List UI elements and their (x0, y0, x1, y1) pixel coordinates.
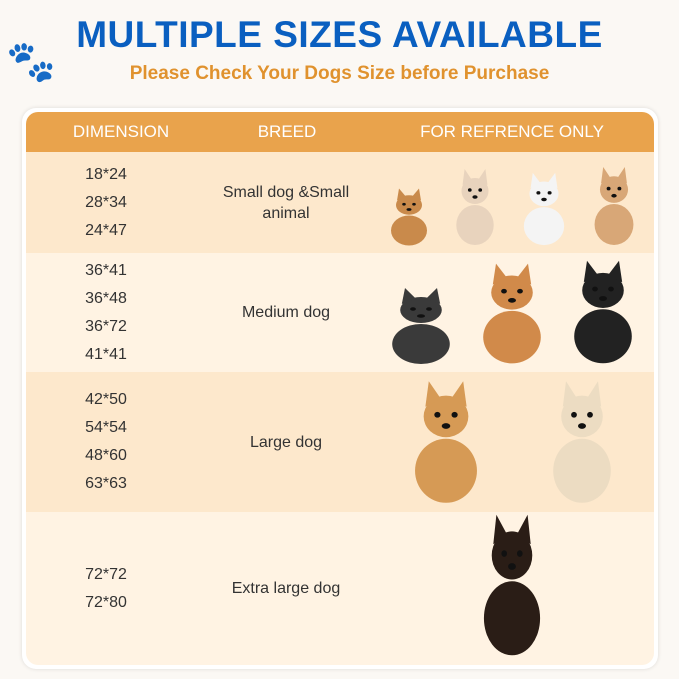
table-header: DIMENSION BREED FOR REFRENCE ONLY (26, 112, 654, 152)
doberman-image (483, 514, 541, 656)
dimension-list: 42*50 54*54 48*60 63*63 (26, 372, 186, 512)
breed-label: Small dog &Small animal (222, 183, 350, 222)
corgi-image (594, 167, 633, 245)
breed-label: Extra large dog (231, 580, 341, 597)
dimension-value: 24*47 (85, 221, 127, 239)
dimension-value: 54*54 (85, 419, 127, 436)
dimension-value: 18*24 (85, 165, 127, 183)
border-collie-image (573, 260, 632, 364)
table-row: 36*41 36*48 36*72 41*41 Medium dog (26, 253, 654, 372)
header-reference: FOR REFRENCE ONLY (420, 122, 604, 141)
header-breed: BREED (257, 122, 317, 141)
dimension-value: 36*48 (85, 289, 127, 307)
labrador-image (552, 381, 611, 503)
french-bulldog-image (392, 288, 451, 364)
reference-images (376, 512, 648, 665)
shiba-inu-image (483, 263, 541, 364)
dimension-value: 72*72 (85, 565, 127, 583)
golden-retriever-image (414, 381, 477, 503)
reference-images (376, 152, 648, 253)
dimension-list: 18*24 28*34 24*47 (26, 152, 186, 253)
page-title: MULTIPLE SIZES AVAILABLE (76, 14, 603, 55)
table-row: 72*72 72*80 Extra large dog (26, 512, 654, 665)
breed-label: Large dog (249, 433, 323, 451)
dimension-value: 36*72 (85, 317, 127, 335)
reference-images (376, 372, 648, 512)
paw-print-icon: 🐾 (6, 40, 56, 84)
dimension-value: 72*80 (85, 593, 127, 611)
dimension-value: 28*34 (85, 193, 127, 211)
breed-label: Medium dog (241, 304, 331, 321)
reference-images (376, 253, 648, 372)
dimension-value: 63*63 (85, 475, 127, 492)
chihuahua-image (455, 169, 494, 245)
dimension-list: 36*41 36*48 36*72 41*41 (26, 253, 186, 372)
dimension-value: 36*41 (85, 261, 127, 279)
table-row: 42*50 54*54 48*60 63*63 Large dog (26, 372, 654, 512)
dimension-value: 48*60 (85, 447, 127, 464)
size-table: DIMENSION BREED FOR REFRENCE ONLY 18*24 2… (22, 108, 658, 669)
header-dimension: DIMENSION (72, 122, 170, 141)
table-row: 18*24 28*34 24*47 Small dog &Small animal (26, 152, 654, 253)
dimension-list: 72*72 72*80 (26, 512, 186, 665)
subtitle: Please Check Your Dogs Size before Purch… (129, 63, 550, 84)
dimension-value: 41*41 (85, 345, 127, 363)
dimension-value: 42*50 (85, 391, 127, 408)
guinea-pig-image (390, 188, 427, 246)
bichon-image (523, 172, 564, 246)
